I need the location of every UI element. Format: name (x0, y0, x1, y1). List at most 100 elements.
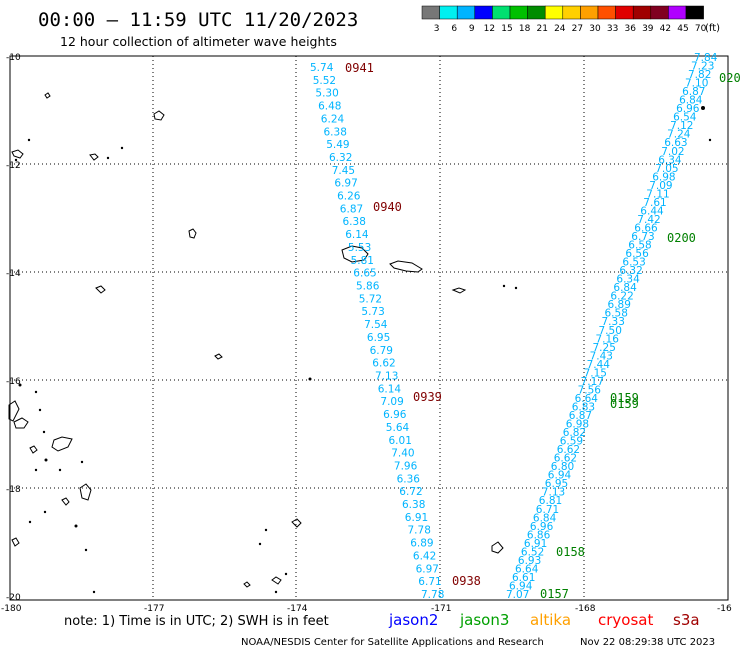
wave-height-label: 6.98 (566, 419, 589, 431)
wave-height-label: 7.54 (364, 319, 388, 331)
legend-jason3: jason3 (459, 611, 509, 629)
wave-height-label: 7.10 (685, 78, 708, 90)
wave-height-label: 6.62 (372, 358, 395, 370)
wave-height-label: 6.89 (410, 538, 433, 550)
time-label: 0939 (413, 390, 442, 404)
wave-height-label: 6.64 (515, 563, 539, 575)
wave-height-label: 6.81 (539, 495, 562, 507)
graticule (10, 56, 728, 600)
time-label: 0158 (556, 545, 585, 559)
wave-height-label: 6.71 (418, 576, 441, 588)
colorbar-unit: (ft) (705, 23, 720, 34)
colorbar-tick: 45 (677, 24, 688, 34)
wave-height-label: 6.42 (413, 550, 436, 562)
wave-height-label: 7.50 (599, 325, 622, 337)
islet (271, 576, 282, 585)
wave-height-label: 7.61 (643, 197, 666, 209)
wave-height-label: 6.84 (613, 282, 637, 294)
lat-label: -16 (6, 377, 21, 387)
time-label: 0940 (373, 200, 402, 214)
colorbar-tick: 39 (642, 24, 654, 34)
islet (61, 497, 70, 506)
wave-height-label: 6.84 (679, 95, 703, 107)
colorbar-swatch (650, 5, 669, 20)
island-niue (491, 541, 504, 554)
island-tonga (79, 483, 92, 501)
colorbar-swatch (597, 5, 616, 20)
islet (214, 353, 223, 360)
wave-height-label: 6.91 (524, 538, 547, 550)
wave-height-label: 7.13 (542, 487, 565, 499)
wave-height-label: 6.62 (557, 444, 580, 456)
wave-height-label: 6.97 (416, 563, 439, 575)
time-label: 0157 (540, 587, 569, 601)
wave-height-label: 6.87 (340, 203, 363, 215)
colorbar-tick: 9 (469, 24, 475, 34)
colorbar-tick: 6 (451, 24, 457, 34)
wave-height-label: 5.30 (315, 88, 338, 100)
colorbar-swatch (527, 5, 546, 20)
wave-height-label: 7.40 (391, 448, 414, 460)
time-label: 0938 (452, 574, 481, 588)
wave-height-label: 7.45 (332, 165, 355, 177)
island-fiji-b (13, 417, 29, 429)
colorbar-swatch (668, 5, 687, 20)
colorbar-swatch (456, 5, 476, 20)
legend-cryosat: cryosat (598, 611, 653, 629)
wave-height-label: 7.09 (649, 180, 672, 192)
island-fiji-a (8, 400, 20, 422)
time-label: 0159 (610, 397, 639, 411)
wave-height-label: 7.96 (394, 461, 418, 473)
wave-height-label: 6.82 (563, 427, 586, 439)
lon-label: -16 (717, 604, 732, 614)
island-fiji-c (51, 436, 73, 452)
footer-note: note: 1) Time is in UTC; 2) SWH is in fe… (64, 614, 329, 629)
lat-label: -10 (6, 53, 21, 63)
wave-height-label: 7.44 (587, 359, 611, 371)
wave-height-label: 6.53 (622, 257, 645, 269)
colorbar-tick: 18 (519, 24, 531, 34)
wave-height-label: 6.38 (324, 126, 347, 138)
colorbar-tick: 15 (501, 24, 512, 34)
wave-height-label: 6.73 (631, 231, 654, 243)
colorbar-tick: 42 (660, 24, 671, 34)
islet (243, 581, 251, 588)
wave-height-label: 6.61 (512, 572, 535, 584)
color-legend-bar: 3 6 9 12 15 18 21 24 27 30 33 36 39 42 45 70 (421, 5, 707, 34)
wave-height-label: 6.95 (367, 332, 390, 344)
time-label: 0159 (610, 391, 639, 405)
colorbar-swatch (509, 5, 528, 20)
wave-height-label: 6.72 (399, 486, 422, 498)
lon-label: -174 (287, 604, 308, 614)
time-label: 0200 (667, 231, 696, 245)
wave-height-label: 6.96 (530, 521, 554, 533)
colorbar-swatch (492, 5, 511, 20)
island-wallis (188, 228, 197, 239)
wave-height-label: 6.84 (533, 512, 557, 524)
wave-height-label: 6.64 (575, 393, 599, 405)
wave-height-label: 6.87 (682, 86, 705, 98)
wave-height-label: 6.96 (676, 103, 700, 115)
satellite-legend: jason2 jason3 altika cryosat s3a (388, 611, 700, 629)
map-title: 00:00 – 11:59 UTC 11/20/2023 (38, 9, 358, 31)
wave-height-label: 6.97 (334, 178, 357, 190)
colorbar-tick: 12 (484, 24, 495, 34)
wave-height-label: 7.25 (593, 342, 616, 354)
wave-height-label: 6.01 (389, 435, 412, 447)
colorbar-tick: 3 (434, 24, 440, 34)
wave-height-label: 6.95 (545, 478, 568, 490)
latitude-labels: -10 -12 -14 -16 -18 -20 (6, 53, 21, 603)
wave-height-label: 7.02 (661, 146, 684, 158)
colorbar-swatch (562, 5, 581, 20)
map-frame (9, 55, 729, 601)
wave-height-label: 6.26 (337, 191, 361, 203)
colorbar-swatch (544, 5, 564, 20)
colorbar-swatch (580, 5, 599, 20)
wave-height-label: 7.17 (581, 376, 604, 388)
island-upolu (389, 260, 423, 273)
wave-height-label: 6.71 (536, 504, 559, 516)
legend-jason2: jason2 (388, 611, 438, 629)
jason3-track: 7.847.237.827.106.876.846.966.547.127.24… (506, 52, 718, 601)
lat-label: -14 (6, 269, 21, 279)
